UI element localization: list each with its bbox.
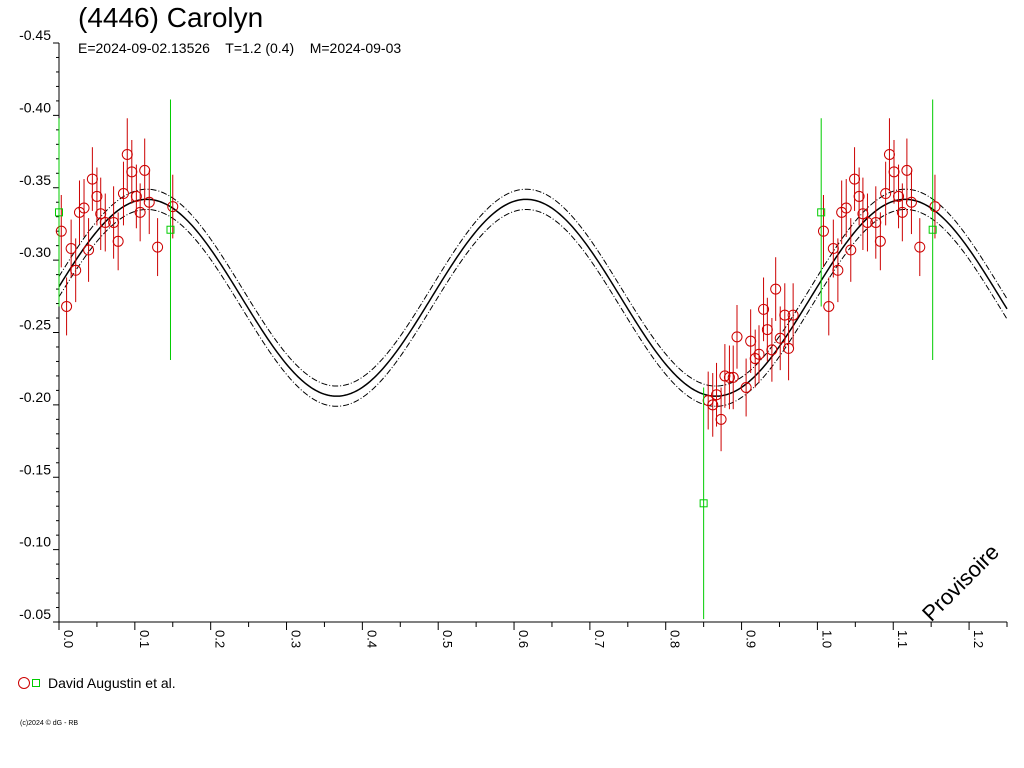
data-point-circle [715, 413, 727, 425]
y-tick-label: -0.45 [19, 27, 51, 43]
data-point-circle [770, 283, 782, 295]
data-point-circle [832, 264, 844, 276]
x-tick-label: 0.5 [440, 630, 455, 648]
data-point-square [928, 225, 937, 234]
legend-circle-marker [18, 677, 30, 689]
data-point-circle [70, 264, 82, 276]
data-point-square [55, 208, 63, 217]
data-point-circle [823, 300, 835, 312]
data-points [55, 99, 941, 620]
data-point-circle [707, 399, 719, 411]
x-tick-label: 1.1 [895, 630, 910, 648]
data-point-circle [112, 235, 124, 247]
chart-subtitle: E=2024-09-02.13526 T=1.2 (0.4) M=2024-09… [78, 40, 401, 56]
data-point-square [699, 499, 708, 508]
data-point-circle [914, 241, 926, 253]
y-tick-label: -0.20 [19, 389, 51, 405]
x-tick-label: 1.2 [971, 630, 986, 648]
x-tick-label: 0.8 [668, 630, 683, 648]
epoch-label: E=2024-09-02.13526 [78, 40, 210, 56]
legend-square-marker [32, 679, 40, 687]
data-point-circle [783, 342, 795, 354]
data-point-circle [853, 190, 865, 202]
y-tick-label: -0.10 [19, 534, 51, 550]
data-point-circle [779, 309, 791, 321]
data-point-circle [55, 225, 67, 237]
legend-label: David Augustin et al. [48, 675, 176, 691]
data-point-circle [861, 216, 873, 228]
data-point-square [817, 208, 826, 217]
y-tick-label: -0.40 [19, 99, 51, 115]
x-tick-label: 0.4 [364, 630, 379, 648]
data-point-circle [740, 382, 752, 394]
data-point-circle [840, 202, 852, 214]
y-tick-label: -0.05 [19, 606, 51, 622]
data-point-circle [152, 241, 164, 253]
axes: -0.45 -0.40 -0.35 -0.30 -0.25 -0.20 -0.15 -0.10… [19, 27, 1008, 648]
data-point-circle [134, 206, 146, 218]
data-point-circle [117, 188, 129, 200]
data-point-circle [753, 348, 765, 360]
data-point-circle [817, 225, 829, 237]
data-point-circle [731, 331, 743, 343]
data-point-circle [83, 244, 95, 256]
data-point-circle [845, 244, 857, 256]
data-point-circle [727, 371, 739, 383]
data-point-circle [130, 190, 142, 202]
y-tick-label: -0.30 [19, 244, 51, 260]
data-point-circle [787, 309, 799, 321]
y-tick-label: -0.35 [19, 172, 51, 188]
data-point-circle [893, 190, 905, 202]
data-point-circle [758, 303, 770, 315]
y-tick-label: -0.25 [19, 317, 51, 333]
data-point-circle [880, 188, 892, 200]
data-point-circle [61, 300, 73, 312]
period-label: T=1.2 (0.4) [225, 40, 295, 56]
x-tick-label: 0.6 [516, 630, 531, 648]
data-point-circle [723, 371, 735, 383]
data-point-circle [929, 201, 941, 213]
data-point-circle [167, 201, 179, 213]
x-tick-label: 0.0 [61, 630, 76, 648]
data-point-circle [143, 196, 155, 208]
fit-curves [58, 188, 1008, 407]
data-point-circle [766, 344, 778, 356]
fit-curve-main [58, 198, 1008, 397]
copyright-text: (c)2024 © dG - RB [20, 720, 79, 727]
x-tick-label: 0.1 [137, 630, 152, 648]
data-point-circle [99, 216, 111, 228]
mid-date-label: M=2024-09-03 [309, 40, 402, 56]
x-tick-label: 0.7 [592, 630, 607, 648]
fit-curve-lower [58, 208, 1008, 407]
fit-curve-upper [58, 188, 1008, 387]
data-point-circle [905, 196, 917, 208]
legend: David Augustin et al. [18, 675, 176, 691]
data-point-circle [874, 235, 886, 247]
x-tick-label: 0.3 [289, 630, 304, 648]
data-point-circle [896, 206, 908, 218]
data-point-circle [749, 353, 761, 365]
y-tick-label: -0.15 [19, 461, 51, 477]
data-point-circle [91, 190, 103, 202]
x-tick-label: 0.2 [213, 630, 228, 648]
data-point-square [166, 225, 175, 234]
data-point-circle [78, 202, 90, 214]
x-tick-label: 1.0 [819, 630, 834, 648]
x-tick-label: 0.9 [744, 630, 759, 648]
chart-title: (4446) Carolyn [78, 2, 264, 33]
